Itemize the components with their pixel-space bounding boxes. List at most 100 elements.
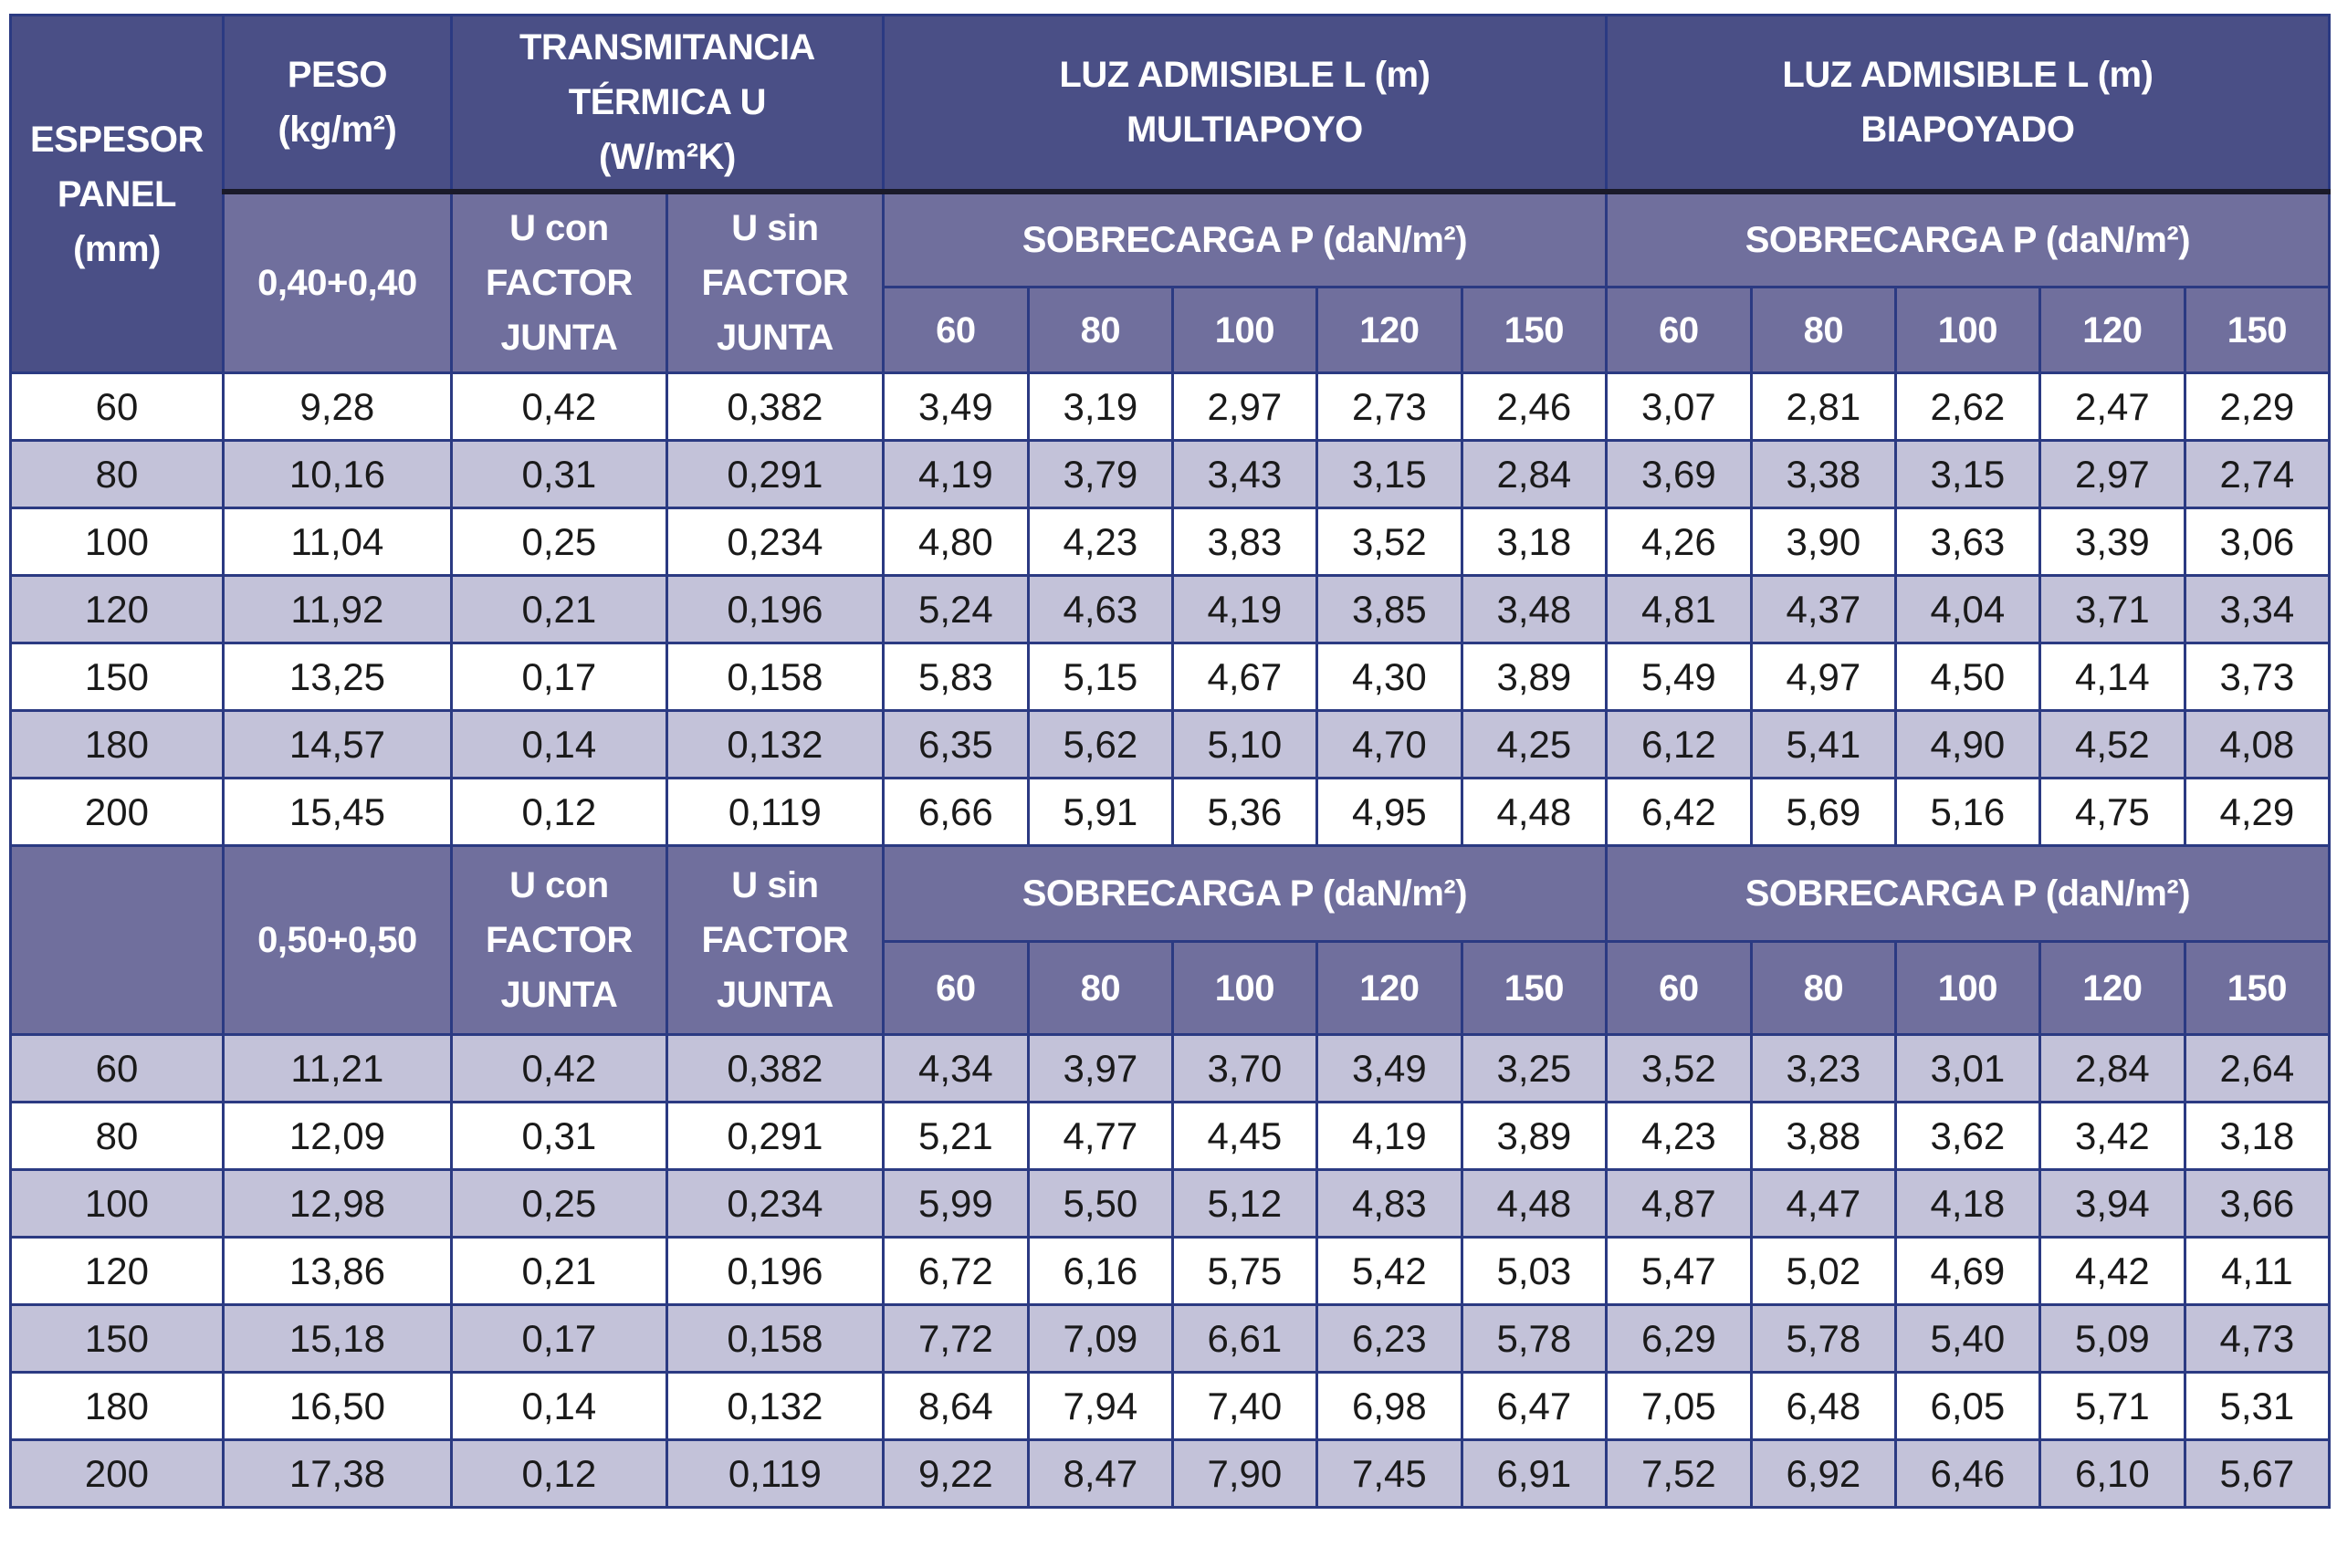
table-cell: 7,05: [1604, 1371, 1753, 1441]
table-cell: 3,52: [1604, 1033, 1753, 1103]
table-cell: 4,19: [1315, 1101, 1463, 1171]
table-row: 60 11,21 0,42 0,382 4,34 3,97 3,70 3,49 3,25 3,52…: [9, 1033, 2331, 1103]
table-cell: 5,75: [1170, 1236, 1318, 1306]
table-cell: 4,19: [881, 439, 1030, 509]
table-cell: 0,196: [665, 574, 885, 644]
thickness-label: 0,40+0,40: [221, 190, 453, 374]
table-cell: 17,38: [221, 1438, 453, 1509]
table-cell: 4,19: [1170, 574, 1318, 644]
table-row: 120 13,86 0,21 0,196 6,72 6,16 5,75 5,42 5,03 5,4…: [9, 1236, 2331, 1306]
table-cell: 11,04: [221, 507, 453, 577]
table-cell: 7,45: [1315, 1438, 1463, 1509]
table-cell: 7,09: [1026, 1303, 1174, 1374]
table-cell: 2,46: [1460, 371, 1608, 442]
table-cell: 3,85: [1315, 574, 1463, 644]
table-cell: 5,40: [1893, 1303, 2041, 1374]
table-cell: 3,15: [1315, 439, 1463, 509]
load-header-bi: 60: [1604, 286, 1753, 374]
table-cell: 6,72: [881, 1236, 1030, 1306]
table-cell: 3,79: [1026, 439, 1174, 509]
load-header-multi: 100: [1170, 940, 1318, 1036]
table-cell: 13,25: [221, 642, 453, 712]
table-cell: 200: [9, 777, 225, 847]
table-cell: 3,39: [2038, 507, 2186, 577]
table-cell: 8,47: [1026, 1438, 1174, 1509]
table-cell: 0,25: [449, 507, 668, 577]
table-cell: 0,119: [665, 777, 885, 847]
table-cell: 200: [9, 1438, 225, 1509]
table-cell: 4,37: [1749, 574, 1897, 644]
table-cell: 7,52: [1604, 1438, 1753, 1509]
table-cell: 10,16: [221, 439, 453, 509]
table-cell: 3,01: [1893, 1033, 2041, 1103]
table-cell: 4,48: [1460, 777, 1608, 847]
header-sobrecarga-multi: SOBRECARGA P (daN/m²): [881, 844, 1608, 943]
table-cell: 7,72: [881, 1303, 1030, 1374]
header-u-con: U con FACTOR JUNTA: [449, 844, 668, 1036]
table-cell: 5,02: [1749, 1236, 1897, 1306]
table-row: 100 12,98 0,25 0,234 5,99 5,50 5,12 4,83 4,48 4,8…: [9, 1168, 2331, 1239]
table-cell: 4,50: [1893, 642, 2041, 712]
table-cell: 4,11: [2183, 1236, 2331, 1306]
table-cell: 3,89: [1460, 1101, 1608, 1171]
table-cell: 100: [9, 1168, 225, 1239]
header-sobrecarga-multi: SOBRECARGA P (daN/m²): [881, 190, 1608, 288]
table-cell: 4,73: [2183, 1303, 2331, 1374]
table-cell: 3,69: [1604, 439, 1753, 509]
table-cell: 4,63: [1026, 574, 1174, 644]
table-cell: 3,94: [2038, 1168, 2186, 1239]
table-cell: 5,41: [1749, 709, 1897, 779]
table-cell: 4,80: [881, 507, 1030, 577]
table-cell: 0,196: [665, 1236, 885, 1306]
table-cell: 3,88: [1749, 1101, 1897, 1171]
table-cell: 0,158: [665, 1303, 885, 1374]
table-cell: 7,40: [1170, 1371, 1318, 1441]
table-cell: 4,77: [1026, 1101, 1174, 1171]
table-cell: 6,10: [2038, 1438, 2186, 1509]
table-row: 200 17,38 0,12 0,119 9,22 8,47 7,90 7,45 6,91 7,5…: [9, 1438, 2331, 1509]
table-cell: 3,23: [1749, 1033, 1897, 1103]
table-cell: 4,67: [1170, 642, 1318, 712]
table-cell: 3,18: [2183, 1101, 2331, 1171]
table-cell: 180: [9, 709, 225, 779]
header-luz-multiapoyo: LUZ ADMISIBLE L (m) MULTIAPOYO: [881, 14, 1608, 194]
table-cell: 3,70: [1170, 1033, 1318, 1103]
table-cell: 2,62: [1893, 371, 2041, 442]
table-cell: 2,97: [2038, 439, 2186, 509]
table-cell: 6,23: [1315, 1303, 1463, 1374]
table-cell: 2,84: [2038, 1033, 2186, 1103]
table-cell: 5,15: [1026, 642, 1174, 712]
table-cell: 3,90: [1749, 507, 1897, 577]
table-cell: 15,45: [221, 777, 453, 847]
table-cell: 8,64: [881, 1371, 1030, 1441]
table-cell: 6,12: [1604, 709, 1753, 779]
header-transmitancia: TRANSMITANCIA TÉRMICA U (W/m²K): [449, 14, 885, 194]
load-header-bi: 120: [2038, 940, 2186, 1036]
load-header-multi: 150: [1460, 940, 1608, 1036]
table-cell: 5,47: [1604, 1236, 1753, 1306]
table-cell: 12,09: [221, 1101, 453, 1171]
table-cell: 0,14: [449, 709, 668, 779]
load-header-bi: 80: [1749, 940, 1897, 1036]
table-cell: 3,49: [1315, 1033, 1463, 1103]
load-header-bi: 150: [2183, 940, 2331, 1036]
header-u-sin: U sin FACTOR JUNTA: [665, 844, 885, 1036]
header-u-con: U con FACTOR JUNTA: [449, 190, 668, 374]
table-cell: 3,06: [2183, 507, 2331, 577]
table-cell: 0,291: [665, 1101, 885, 1171]
table-cell: 5,67: [2183, 1438, 2331, 1509]
table-cell: 5,62: [1026, 709, 1174, 779]
table-row: 120 11,92 0,21 0,196 5,24 4,63 4,19 3,85 3,48 4,8…: [9, 574, 2331, 644]
table-cell: 120: [9, 574, 225, 644]
table-cell: 6,29: [1604, 1303, 1753, 1374]
table-cell: 15,18: [221, 1303, 453, 1374]
table-cell: 5,69: [1749, 777, 1897, 847]
table-cell: 80: [9, 439, 225, 509]
table-cell: 6,47: [1460, 1371, 1608, 1441]
table-cell: 4,29: [2183, 777, 2331, 847]
load-header-multi: 150: [1460, 286, 1608, 374]
table-cell: 5,78: [1460, 1303, 1608, 1374]
panel-spec-table: ESPESOR PANEL (mm) PESO (kg/m²) TRANSMIT…: [9, 14, 2331, 1509]
table-cell: 13,86: [221, 1236, 453, 1306]
table-cell: 6,92: [1749, 1438, 1897, 1509]
